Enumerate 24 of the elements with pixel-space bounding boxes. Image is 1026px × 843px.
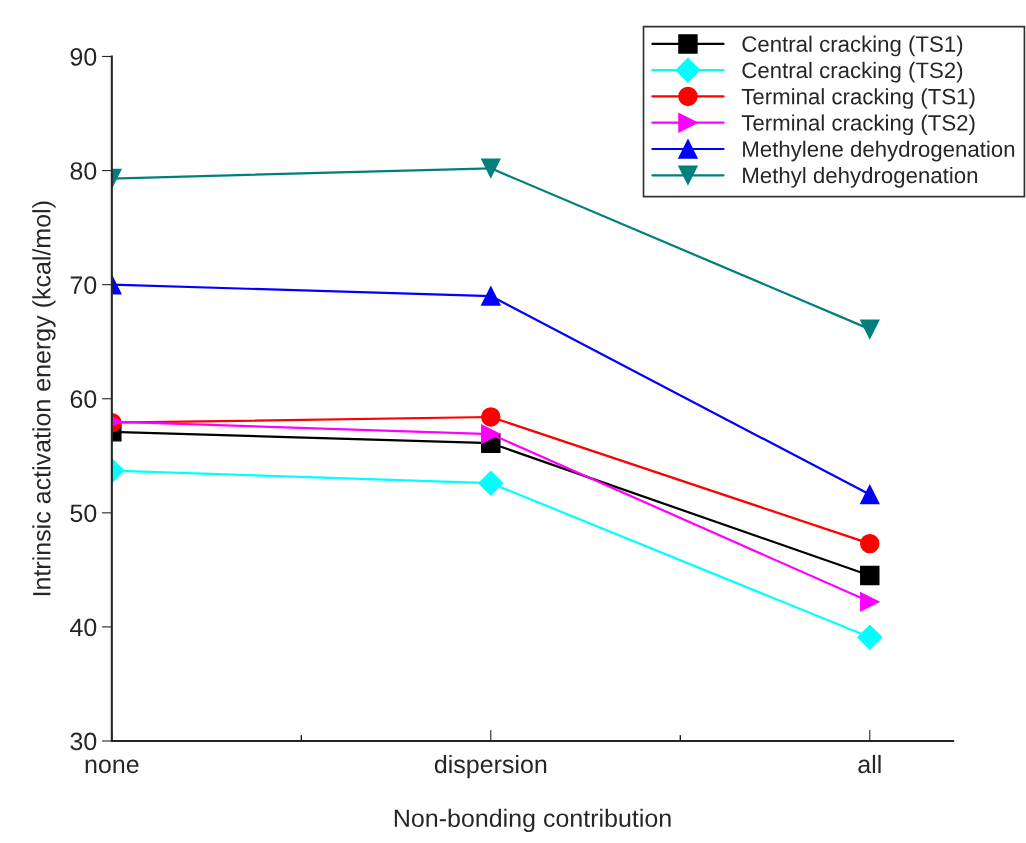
legend-label: Central cracking (TS2) xyxy=(742,61,963,83)
legend-label: Terminal cracking (TS1) xyxy=(741,88,975,109)
legend-label: Central cracking (TS1) xyxy=(742,35,963,57)
x-axis-title: Non-bonding contribution xyxy=(394,808,671,833)
point xyxy=(860,533,880,554)
x-tick-label: dispersion xyxy=(434,754,547,779)
point xyxy=(857,624,883,650)
legend-label: Methylene dehydrogenation xyxy=(743,140,1015,162)
y-tick-label: 80 xyxy=(70,162,97,180)
legend-label: Terminal cracking (TS2) xyxy=(741,114,975,136)
y-tick-label: 60 xyxy=(70,390,97,409)
y-tick-label: 40 xyxy=(70,618,97,637)
x-tick-label: all xyxy=(858,754,881,774)
y-tick-label: 30 xyxy=(70,732,97,751)
x-tick-label: none xyxy=(85,759,139,774)
point xyxy=(860,592,880,612)
legend-label: Methyl dehydrogenation xyxy=(743,166,978,188)
point xyxy=(860,484,880,505)
point xyxy=(860,319,880,339)
y-tick-label: 90 xyxy=(70,48,97,66)
y-axis-title: Intrinsic activation energy (kcal/mol) xyxy=(32,201,56,596)
y-tick-label: 70 xyxy=(70,276,97,294)
y-tick-label: 50 xyxy=(70,504,97,523)
point xyxy=(860,565,880,586)
